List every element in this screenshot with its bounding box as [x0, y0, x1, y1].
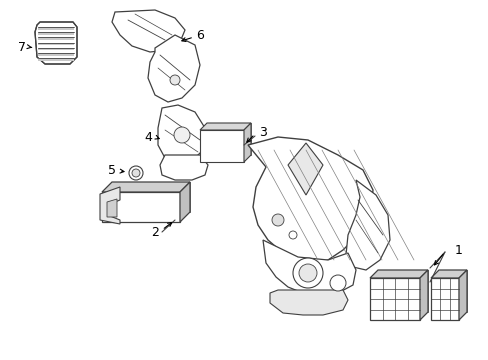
Polygon shape	[38, 37, 74, 40]
Polygon shape	[377, 270, 427, 312]
Circle shape	[271, 214, 284, 226]
Circle shape	[170, 75, 180, 85]
Text: 5: 5	[108, 163, 116, 176]
Polygon shape	[148, 35, 200, 102]
Polygon shape	[100, 187, 120, 224]
Circle shape	[298, 264, 316, 282]
Circle shape	[174, 127, 190, 143]
Polygon shape	[287, 143, 323, 195]
Text: 4: 4	[144, 131, 152, 144]
Polygon shape	[419, 270, 427, 320]
Text: 3: 3	[259, 126, 266, 139]
Text: 2: 2	[151, 225, 159, 239]
Text: 7: 7	[18, 41, 26, 54]
Polygon shape	[102, 192, 180, 222]
Polygon shape	[206, 123, 250, 155]
Circle shape	[132, 169, 140, 177]
Text: 6: 6	[196, 28, 203, 41]
Polygon shape	[160, 155, 207, 180]
Polygon shape	[458, 270, 466, 320]
Polygon shape	[38, 42, 74, 45]
Polygon shape	[263, 240, 355, 295]
Polygon shape	[35, 22, 77, 64]
Circle shape	[129, 166, 142, 180]
Polygon shape	[180, 182, 190, 222]
Polygon shape	[346, 180, 389, 270]
Polygon shape	[102, 182, 190, 192]
Polygon shape	[200, 130, 244, 162]
Polygon shape	[244, 123, 250, 162]
Polygon shape	[38, 32, 74, 35]
Polygon shape	[38, 58, 74, 61]
Polygon shape	[158, 105, 204, 162]
Polygon shape	[112, 182, 190, 212]
Polygon shape	[430, 278, 458, 320]
Polygon shape	[112, 10, 184, 52]
Polygon shape	[200, 123, 250, 130]
Polygon shape	[38, 27, 74, 30]
Polygon shape	[38, 48, 74, 50]
Polygon shape	[269, 290, 347, 315]
Polygon shape	[247, 137, 372, 263]
Polygon shape	[369, 278, 419, 320]
Polygon shape	[430, 270, 466, 278]
Polygon shape	[438, 270, 466, 312]
Circle shape	[329, 275, 346, 291]
Polygon shape	[369, 270, 427, 278]
Circle shape	[288, 231, 296, 239]
Polygon shape	[38, 53, 74, 55]
Polygon shape	[107, 199, 117, 217]
Text: 1: 1	[454, 243, 462, 257]
Circle shape	[292, 258, 323, 288]
